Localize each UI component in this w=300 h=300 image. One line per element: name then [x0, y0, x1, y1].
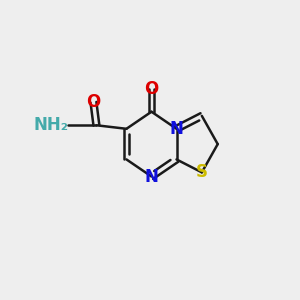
Text: O: O — [86, 93, 100, 111]
Text: O: O — [144, 80, 159, 98]
Text: NH₂: NH₂ — [33, 116, 68, 134]
Text: N: N — [169, 120, 183, 138]
Text: N: N — [145, 167, 158, 185]
Text: S: S — [196, 164, 208, 181]
